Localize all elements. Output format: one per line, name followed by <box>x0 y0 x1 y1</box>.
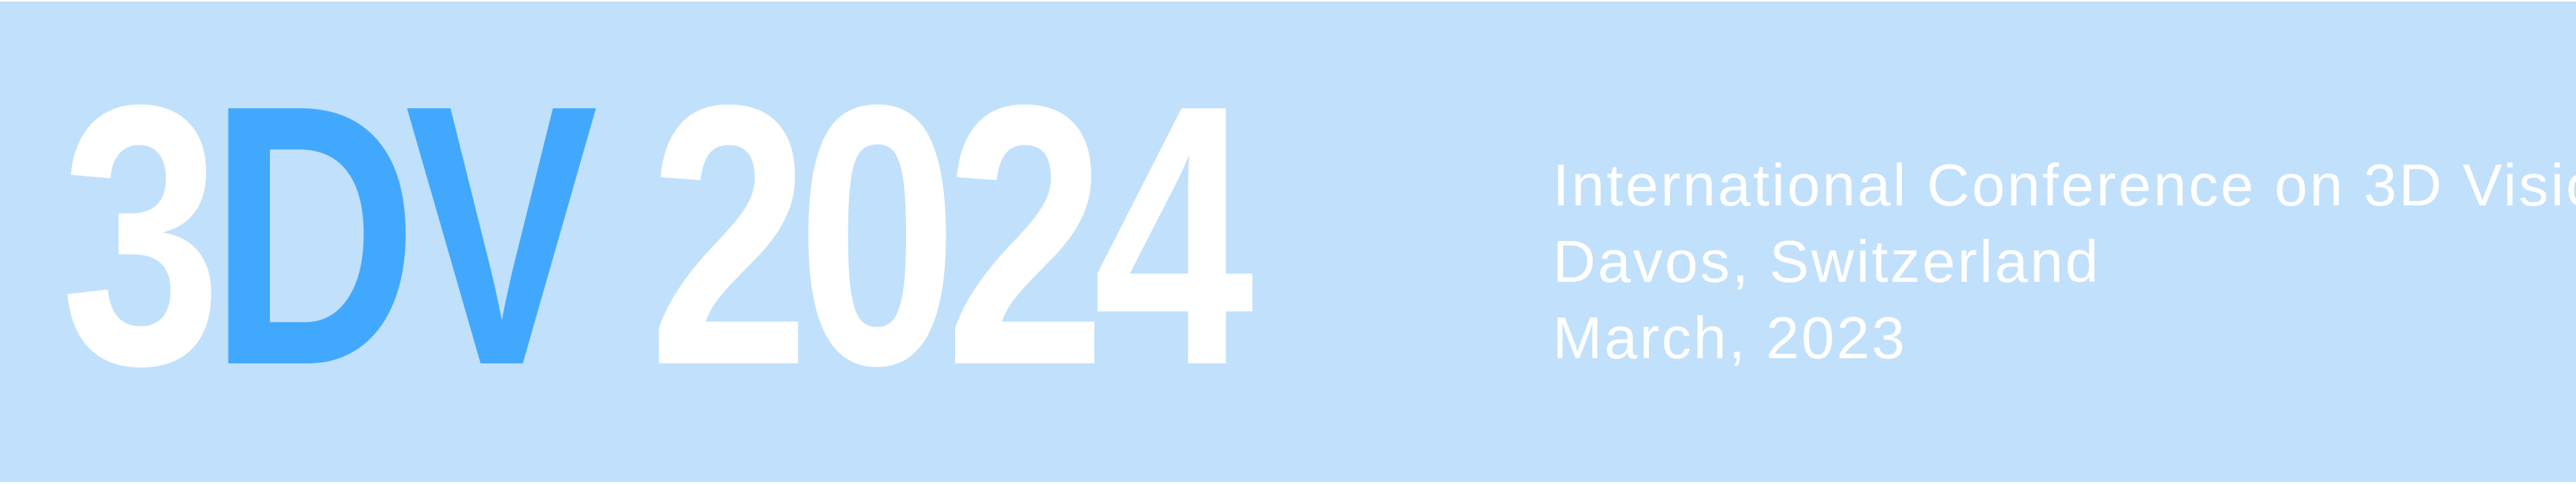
conference-logo: 3 DV 2024 <box>61 50 1254 420</box>
conference-name: International Conference on 3D Vision <box>1553 152 2576 218</box>
logo-digit: 3 <box>61 27 222 442</box>
logo-year: 2024 <box>649 27 1254 442</box>
conference-info: International Conference on 3D Vision Da… <box>1553 147 2576 376</box>
conference-date: March, 2023 <box>1553 305 1907 371</box>
logo-letters: DV <box>208 27 598 442</box>
conference-location: Davos, Switzerland <box>1553 228 2101 294</box>
